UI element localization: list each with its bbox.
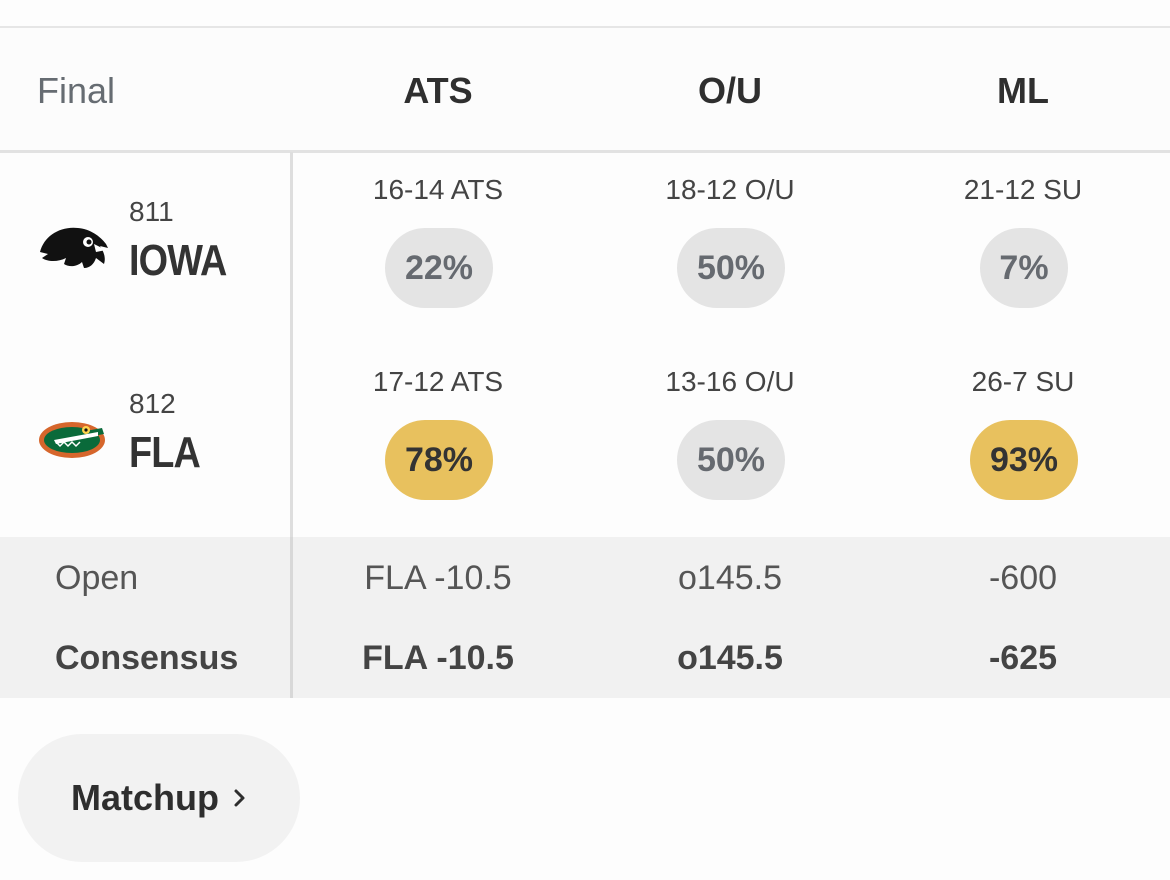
- ats-record: 16-14 ATS: [372, 174, 504, 205]
- ml-percent-pill[interactable]: 93%: [970, 420, 1078, 500]
- chevron-right-icon: [234, 789, 245, 807]
- column-divider: [290, 537, 293, 698]
- betting-lines-section: Open FLA -10.5 o145.5 -600 Consensus FLA…: [0, 537, 1170, 698]
- gator-logo-icon: [39, 422, 105, 458]
- column-header-ou: O/U: [697, 70, 762, 111]
- column-divider: [290, 152, 293, 698]
- open-ou-value: o145.5: [678, 559, 782, 597]
- ml-percent-pill[interactable]: 7%: [980, 228, 1068, 308]
- team-number: 812: [129, 388, 176, 419]
- column-header-ats: ATS: [403, 70, 473, 111]
- team-number: 811: [129, 196, 174, 227]
- column-header-ml: ML: [997, 70, 1049, 111]
- su-record: 26-7 SU: [971, 366, 1075, 397]
- open-ml-value: -600: [988, 559, 1058, 597]
- ats-percent-pill[interactable]: 22%: [385, 228, 493, 308]
- ou-record: 18-12 O/U: [665, 174, 795, 205]
- open-label: Open: [55, 559, 139, 597]
- scoreboard-header: Final ATS O/U ML: [0, 28, 1170, 153]
- ats-percent-pill[interactable]: 78%: [385, 420, 493, 500]
- consensus-ats-value: FLA -10.5: [362, 639, 514, 677]
- ats-record: 17-12 ATS: [372, 366, 504, 397]
- consensus-label: Consensus: [55, 639, 239, 677]
- team-abbreviation: FLA: [129, 428, 201, 477]
- team-abbreviation: IOWA: [129, 236, 227, 285]
- matchup-button-label: Matchup: [71, 777, 219, 818]
- team-row-iowa[interactable]: 811 IOWA: [0, 152, 290, 344]
- ou-percent-pill[interactable]: 50%: [677, 420, 785, 500]
- su-record: 21-12 SU: [963, 174, 1083, 205]
- team-row-fla[interactable]: 812 FLA: [0, 344, 290, 536]
- consensus-ou-value: o145.5: [677, 639, 783, 677]
- game-status: Final: [37, 70, 116, 111]
- matchup-button[interactable]: Matchup: [18, 734, 300, 862]
- ou-record: 13-16 O/U: [665, 366, 795, 397]
- consensus-ml-value: -625: [988, 639, 1058, 677]
- ou-percent-pill[interactable]: 50%: [677, 228, 785, 308]
- open-ats-value: FLA -10.5: [364, 559, 512, 597]
- top-divider: [0, 26, 1170, 28]
- hawkeye-logo-icon: [40, 227, 108, 268]
